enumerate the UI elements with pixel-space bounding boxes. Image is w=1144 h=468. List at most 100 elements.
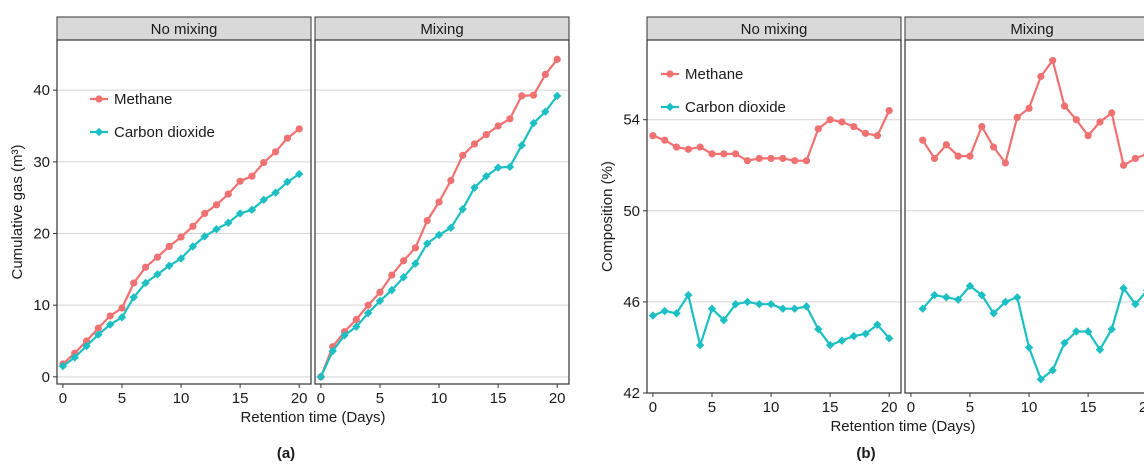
data-point-carbon-dioxide	[316, 372, 326, 382]
x-tick-label: 20	[549, 390, 566, 407]
plot-frame	[314, 39, 570, 385]
data-point-carbon-dioxide	[648, 311, 658, 320]
data-point-carbon-dioxide	[942, 293, 951, 302]
data-point-methane	[400, 257, 408, 265]
panel-label: (b)	[856, 445, 875, 462]
facet-no-mixing: No mixing 0 5 10 15 20 42 46 50 54	[623, 16, 902, 416]
data-point-carbon-dioxide	[153, 270, 162, 279]
y-tick-label: 40	[33, 82, 50, 99]
legend-marker-carbon-dioxide	[94, 127, 104, 137]
data-point-methane	[743, 157, 752, 165]
legend-marker-methane	[666, 70, 674, 78]
y-tick-label: 50	[623, 203, 640, 220]
data-point-carbon-dioxide	[552, 91, 562, 101]
data-point-carbon-dioxide	[1095, 345, 1105, 354]
data-point-carbon-dioxide	[58, 361, 68, 371]
data-point-carbon-dioxide	[529, 118, 538, 128]
data-point-methane	[978, 122, 986, 131]
data-point-methane	[1131, 154, 1139, 163]
x-tick-label: 0	[317, 390, 325, 407]
data-point-methane	[177, 233, 185, 241]
data-point-methane	[435, 198, 443, 206]
y-axis-label: Composition (%)	[599, 161, 616, 272]
data-point-methane	[518, 92, 526, 100]
data-point-carbon-dioxide	[247, 205, 257, 215]
data-point-methane	[118, 304, 126, 312]
y-tick-label: 20	[33, 226, 50, 243]
x-tick-label: 5	[376, 390, 384, 407]
x-tick-label: 10	[431, 390, 448, 407]
data-point-carbon-dioxide	[849, 331, 858, 341]
x-tick-label: 10	[173, 390, 190, 407]
data-point-methane	[708, 150, 716, 158]
data-point-carbon-dioxide	[1024, 343, 1034, 352]
data-point-carbon-dioxide	[884, 334, 894, 343]
y-tick-label: 10	[33, 297, 50, 314]
data-point-carbon-dioxide	[1048, 366, 1057, 375]
data-point-methane	[684, 145, 692, 153]
data-point-methane	[295, 125, 303, 133]
x-tick-label: 20	[1139, 399, 1144, 416]
data-point-carbon-dioxide	[328, 346, 337, 356]
data-point-carbon-dioxide	[1001, 297, 1010, 307]
data-point-methane	[482, 131, 490, 139]
data-point-carbon-dioxide	[873, 320, 882, 329]
data-point-methane	[130, 279, 138, 287]
y-axis-label: Cumulative gas (m³)	[9, 144, 26, 279]
data-point-carbon-dioxide	[1013, 293, 1022, 302]
data-point-carbon-dioxide	[755, 299, 764, 309]
data-point-carbon-dioxide	[470, 183, 479, 192]
data-point-methane	[873, 132, 881, 140]
data-point-carbon-dioxide	[837, 336, 847, 345]
x-tick-label: 10	[763, 399, 780, 416]
y-tick-label: 54	[623, 112, 640, 129]
data-point-carbon-dioxide	[814, 325, 823, 334]
data-point-carbon-dioxide	[684, 290, 693, 300]
data-point-carbon-dioxide	[434, 230, 444, 240]
y-tick-label: 42	[623, 385, 640, 402]
data-point-carbon-dioxide	[212, 225, 221, 234]
data-point-carbon-dioxide	[802, 302, 811, 311]
plot-frame	[904, 39, 1144, 394]
data-point-methane	[470, 140, 479, 148]
data-point-carbon-dioxide	[695, 340, 705, 350]
series-line-carbon-dioxide	[921, 284, 1144, 381]
data-point-methane	[1001, 159, 1010, 167]
data-point-carbon-dioxide	[918, 304, 927, 313]
data-point-carbon-dioxide	[235, 209, 245, 218]
data-point-methane	[153, 253, 162, 261]
legend-label: Methane	[114, 91, 172, 108]
data-point-methane	[990, 143, 998, 151]
data-point-carbon-dioxide	[387, 285, 396, 295]
legend-label: Carbon dioxide	[114, 124, 215, 141]
data-point-carbon-dioxide	[458, 204, 467, 214]
data-point-carbon-dioxide	[861, 329, 870, 338]
data-point-methane	[861, 129, 870, 137]
data-point-carbon-dioxide	[825, 340, 835, 350]
x-tick-label: 0	[59, 390, 67, 407]
data-point-methane	[661, 136, 669, 144]
data-point-carbon-dioxide	[541, 107, 550, 116]
data-point-methane	[553, 55, 561, 63]
data-point-methane	[459, 151, 467, 159]
data-point-carbon-dioxide	[1083, 327, 1093, 336]
data-point-methane	[1049, 56, 1057, 65]
data-point-methane	[850, 122, 858, 131]
data-point-methane	[919, 136, 927, 144]
data-point-methane	[352, 315, 360, 324]
legend: Methane Carbon dioxide	[90, 91, 215, 141]
data-point-methane	[94, 324, 102, 332]
data-point-methane	[802, 157, 811, 165]
data-point-carbon-dioxide	[517, 141, 526, 150]
facet-title: No mixing	[741, 21, 808, 38]
y-tick-label: 46	[623, 294, 640, 311]
data-point-methane	[271, 148, 280, 156]
chart-panel-b: No mixing 0 5 10 15 20 42 46 50 54 Mixing 0 5 10 15 20 C…	[599, 16, 1144, 462]
x-tick-label: 20	[881, 399, 898, 416]
data-point-methane	[447, 176, 455, 185]
plot-frame	[56, 39, 312, 385]
data-point-carbon-dioxide	[1131, 299, 1140, 309]
data-point-methane	[1084, 132, 1092, 140]
data-point-carbon-dioxide	[731, 299, 740, 309]
data-point-carbon-dioxide	[105, 320, 115, 329]
